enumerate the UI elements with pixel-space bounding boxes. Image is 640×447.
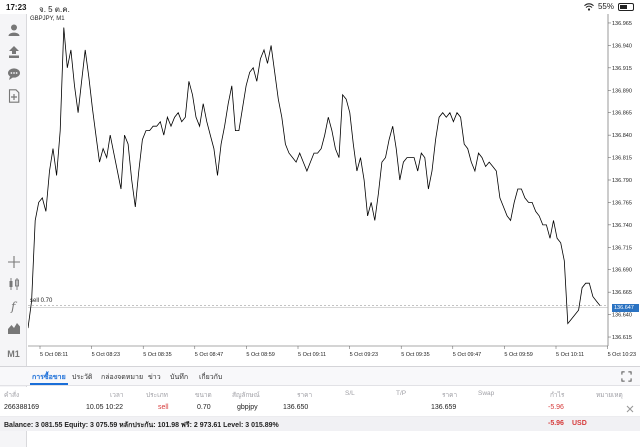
x-tick-label: 5 Oct 08:59 bbox=[246, 352, 274, 358]
trade-symbol: gbpjpy bbox=[237, 404, 258, 411]
terminal-tabs: การซื้อขาย ประวัติ กล่องจดหมาย ข่าว บันท… bbox=[0, 366, 640, 386]
price-chart[interactable]: 136.615 136.640 136.665 136.690 136.715 136.7… bbox=[28, 14, 640, 366]
col-swap: Swap bbox=[478, 390, 495, 397]
x-tick-label: 5 Oct 10:23 bbox=[608, 352, 636, 358]
active-tab-indicator bbox=[30, 383, 68, 385]
col-profit: กำไร bbox=[550, 392, 565, 399]
trade-time: 10.05 10:22 bbox=[86, 404, 123, 411]
col-sl: S/L bbox=[345, 390, 355, 397]
battery-fill bbox=[620, 4, 627, 9]
status-bar: 17:23 จ. 5 ต.ค. 55% bbox=[0, 0, 640, 14]
tab-trade[interactable]: การซื้อขาย bbox=[32, 374, 66, 381]
y-tick-label: 136.690 bbox=[612, 268, 632, 274]
trade-ticket: 266388169 bbox=[4, 404, 40, 411]
tab-news[interactable]: ข่าว bbox=[148, 374, 161, 381]
expand-icon[interactable] bbox=[621, 371, 632, 382]
wifi-icon bbox=[584, 2, 594, 11]
y-tick-label: 136.615 bbox=[612, 335, 632, 341]
chat-icon[interactable] bbox=[3, 64, 24, 84]
col-price: ราคา bbox=[297, 392, 313, 399]
y-tick-label: 136.715 bbox=[612, 245, 632, 251]
trade-open-price: 136.650 bbox=[283, 404, 309, 411]
status-right: 55% bbox=[584, 2, 634, 11]
trade-table-header: คำสั่ง เวลา ประเภท ขนาด สัญลักษณ์ ราคา S… bbox=[0, 387, 640, 401]
y-tick-label: 136.765 bbox=[612, 200, 632, 206]
new-order-icon[interactable] bbox=[3, 86, 24, 106]
x-tick-label: 5 Oct 08:11 bbox=[40, 352, 68, 358]
current-price-tag: 136.647 bbox=[612, 303, 639, 312]
y-tick-label: 136.915 bbox=[612, 66, 632, 72]
col-comment: หมายเหตุ bbox=[596, 392, 623, 399]
y-tick-label: 136.640 bbox=[612, 313, 632, 319]
trade-size: 0.70 bbox=[197, 404, 211, 411]
tab-about[interactable]: เกี่ยวกับ bbox=[199, 374, 223, 381]
close-position-icon[interactable] bbox=[626, 405, 634, 413]
x-tick-label: 5 Oct 08:23 bbox=[92, 352, 120, 358]
y-tick-label: 136.815 bbox=[612, 156, 632, 162]
x-tick-label: 5 Oct 09:47 bbox=[453, 352, 481, 358]
x-tick-label: 5 Oct 08:47 bbox=[195, 352, 223, 358]
y-tick-label: 136.965 bbox=[612, 21, 632, 27]
col-type: ประเภท bbox=[146, 392, 168, 399]
objects-icon[interactable] bbox=[3, 318, 24, 338]
balance-currency: USD bbox=[572, 420, 587, 427]
y-tick-label: 136.940 bbox=[612, 43, 632, 49]
indicators-icon[interactable] bbox=[3, 274, 24, 294]
x-tick-label: 5 Oct 08:35 bbox=[143, 352, 171, 358]
timeframe-button[interactable]: M1 bbox=[7, 349, 20, 359]
balance-text: Balance: 3 081.55 Equity: 3 075.59 หลักป… bbox=[4, 422, 279, 429]
sell-order-label: sell 0.70 bbox=[30, 297, 53, 304]
balance-summary: Balance: 3 081.55 Equity: 3 075.59 หลักป… bbox=[0, 417, 640, 431]
account-icon[interactable] bbox=[3, 20, 24, 40]
symbol-label: GBPJPY, M1 bbox=[30, 16, 65, 22]
y-tick-label: 136.790 bbox=[612, 178, 632, 184]
y-tick-label: 136.740 bbox=[612, 223, 632, 229]
x-tick-label: 5 Oct 09:23 bbox=[350, 352, 378, 358]
battery-icon bbox=[618, 2, 634, 11]
tab-history[interactable]: ประวัติ bbox=[72, 374, 93, 381]
trade-type: sell bbox=[158, 404, 169, 411]
function-icon[interactable]: f bbox=[3, 296, 24, 316]
x-tick-label: 5 Oct 09:59 bbox=[504, 352, 532, 358]
chart-canvas[interactable]: 136.615 136.640 136.665 136.690 136.715 136.7… bbox=[28, 14, 640, 366]
col-tp: T/P bbox=[396, 390, 407, 397]
svg-text:f: f bbox=[10, 300, 18, 314]
y-tick-label: 136.665 bbox=[612, 290, 632, 296]
col-time: เวลา bbox=[110, 392, 124, 399]
table-row[interactable]: 266388169 10.05 10:22 sell 0.70 gbpjpy 1… bbox=[0, 401, 640, 417]
battery-percent: 55% bbox=[597, 2, 614, 11]
trade-current-price: 136.659 bbox=[431, 404, 457, 411]
tab-mailbox[interactable]: กล่องจดหมาย bbox=[101, 374, 144, 381]
col-current-price: ราคา bbox=[442, 392, 458, 399]
trade-icon[interactable] bbox=[3, 42, 24, 62]
x-tick-label: 5 Oct 09:35 bbox=[401, 352, 429, 358]
y-tick-label: 136.865 bbox=[612, 111, 632, 117]
x-tick-label: 5 Oct 09:11 bbox=[298, 352, 326, 358]
col-symbol: สัญลักษณ์ bbox=[232, 392, 260, 399]
status-time: 17:23 bbox=[6, 3, 27, 12]
crosshair-icon[interactable] bbox=[3, 252, 24, 272]
col-size: ขนาด bbox=[195, 392, 212, 399]
balance-total-profit: -5.96 bbox=[548, 420, 564, 427]
y-tick-label: 136.840 bbox=[612, 133, 632, 139]
price-line bbox=[28, 27, 601, 329]
trade-profit: -5.96 bbox=[548, 404, 564, 411]
status-date: จ. 5 ต.ค. bbox=[39, 5, 70, 14]
tab-journal[interactable]: บันทึก bbox=[170, 374, 189, 381]
x-tick-label: 5 Oct 10:11 bbox=[556, 352, 584, 358]
y-tick-label: 136.890 bbox=[612, 88, 632, 94]
col-order: คำสั่ง bbox=[4, 392, 20, 399]
